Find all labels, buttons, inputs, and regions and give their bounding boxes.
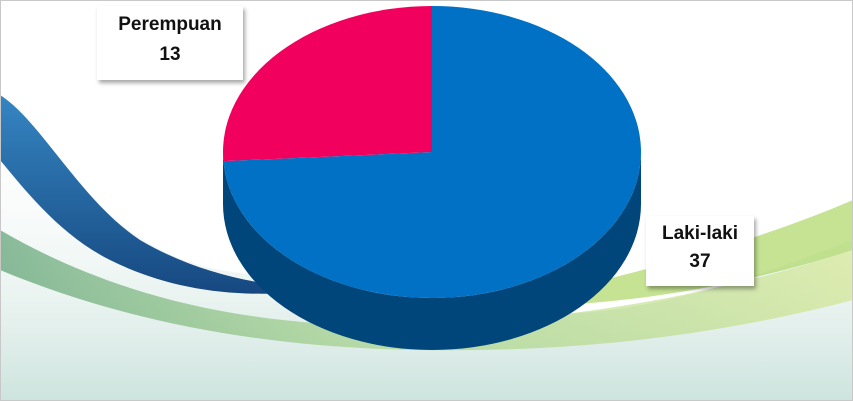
data-label-perempuan: Perempuan 13 xyxy=(97,6,243,80)
label-category-laki-laki: Laki-laki xyxy=(661,223,739,244)
pie-slice-laki-laki xyxy=(223,6,641,298)
label-category-perempuan: Perempuan xyxy=(118,14,222,35)
label-value-laki-laki: 37 xyxy=(689,251,711,272)
data-label-laki-laki: Laki-laki 37 xyxy=(646,216,754,286)
pie-side-wall xyxy=(223,152,641,350)
label-value-perempuan: 13 xyxy=(159,44,181,65)
pie-slice-perempuan xyxy=(223,6,432,162)
